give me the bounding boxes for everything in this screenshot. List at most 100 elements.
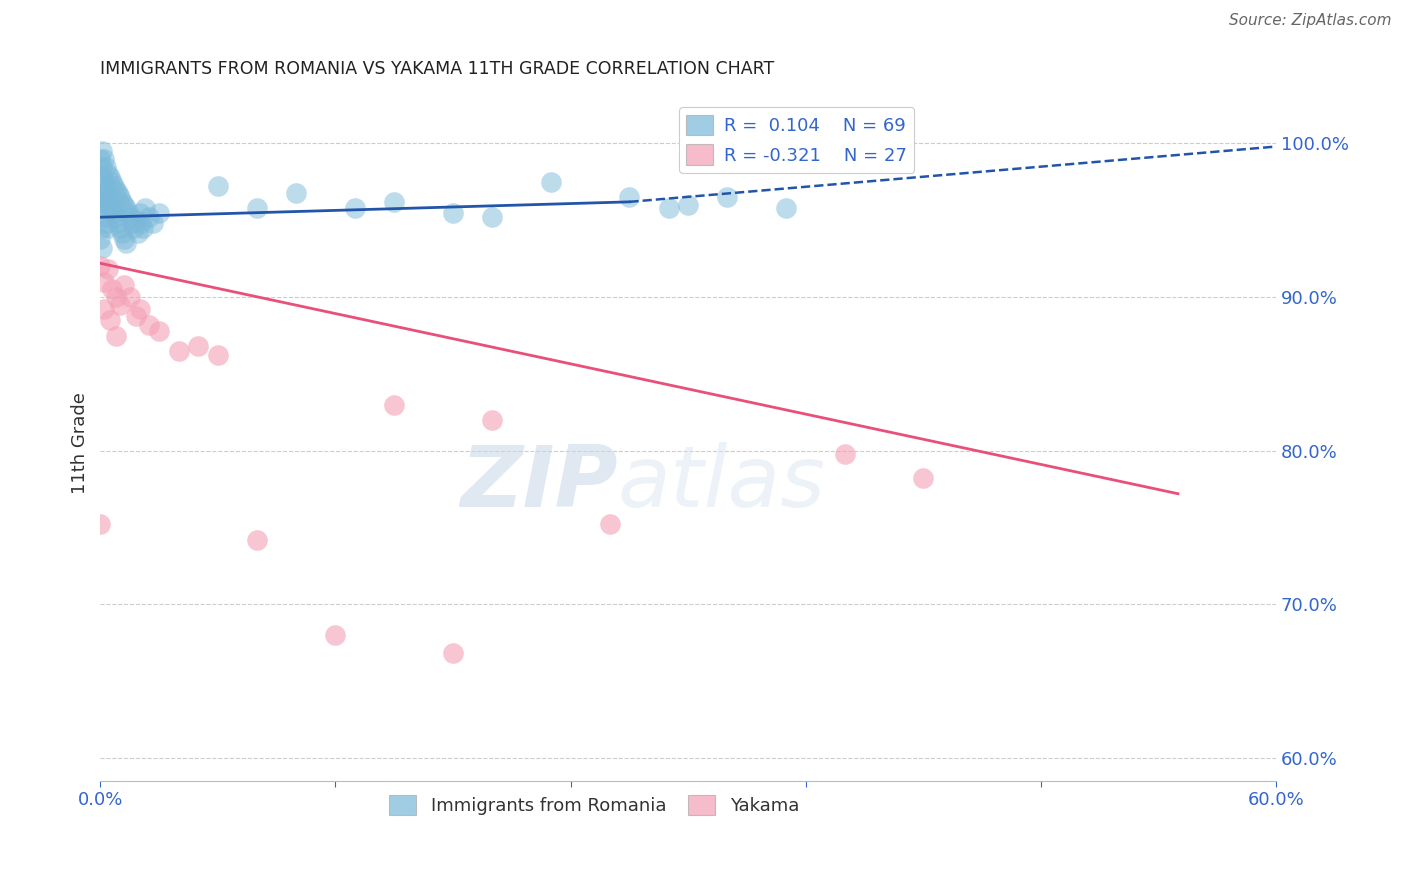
Point xyxy=(246,533,269,547)
Point xyxy=(108,221,131,235)
Point xyxy=(91,144,114,158)
Point xyxy=(108,190,131,204)
Point xyxy=(103,205,125,219)
Point xyxy=(98,198,121,212)
Legend: Immigrants from Romania, Yakama: Immigrants from Romania, Yakama xyxy=(382,788,806,822)
Point xyxy=(128,302,150,317)
Point xyxy=(619,190,641,204)
Point xyxy=(187,339,209,353)
Point xyxy=(285,186,308,200)
Point xyxy=(91,194,114,209)
Point xyxy=(132,221,155,235)
Point xyxy=(676,198,699,212)
Point xyxy=(124,213,146,227)
Text: ZIP: ZIP xyxy=(460,442,617,525)
Point xyxy=(117,205,139,219)
Point xyxy=(107,186,129,200)
Point xyxy=(105,211,128,225)
Point xyxy=(97,190,120,204)
Point xyxy=(93,275,115,289)
Point xyxy=(114,201,136,215)
Point xyxy=(134,201,156,215)
Point xyxy=(96,194,118,209)
Point xyxy=(93,302,115,317)
Point xyxy=(98,201,121,215)
Point xyxy=(89,201,111,215)
Point xyxy=(325,628,347,642)
Point xyxy=(441,647,464,661)
Point xyxy=(93,152,115,166)
Point xyxy=(207,179,229,194)
Point xyxy=(127,226,149,240)
Point xyxy=(128,205,150,219)
Point xyxy=(111,194,134,209)
Point xyxy=(103,179,125,194)
Point xyxy=(599,517,621,532)
Point xyxy=(91,241,114,255)
Y-axis label: 11th Grade: 11th Grade xyxy=(72,392,89,494)
Point xyxy=(97,262,120,277)
Point xyxy=(97,198,120,212)
Point xyxy=(89,190,111,204)
Point xyxy=(101,201,124,215)
Point xyxy=(912,471,935,485)
Point xyxy=(138,318,160,332)
Point xyxy=(382,398,405,412)
Point xyxy=(98,313,121,327)
Point xyxy=(131,216,153,230)
Point xyxy=(105,328,128,343)
Point xyxy=(96,183,118,197)
Point xyxy=(93,211,115,225)
Point xyxy=(101,175,124,189)
Point xyxy=(97,167,120,181)
Point xyxy=(89,260,111,274)
Point xyxy=(118,211,141,225)
Text: IMMIGRANTS FROM ROMANIA VS YAKAMA 11TH GRADE CORRELATION CHART: IMMIGRANTS FROM ROMANIA VS YAKAMA 11TH G… xyxy=(100,60,775,78)
Point xyxy=(540,175,562,189)
Point xyxy=(834,447,856,461)
Point xyxy=(105,290,128,304)
Point xyxy=(89,232,111,246)
Point xyxy=(93,175,115,189)
Point xyxy=(91,160,114,174)
Point xyxy=(96,216,118,230)
Point xyxy=(124,309,146,323)
Point xyxy=(344,201,367,215)
Point xyxy=(138,211,160,225)
Point xyxy=(96,160,118,174)
Point xyxy=(91,186,114,200)
Point xyxy=(148,324,170,338)
Text: atlas: atlas xyxy=(617,442,825,525)
Point xyxy=(108,298,131,312)
Point xyxy=(112,232,135,246)
Point xyxy=(111,226,134,240)
Point xyxy=(481,211,503,225)
Point xyxy=(105,183,128,197)
Point xyxy=(775,201,797,215)
Point xyxy=(382,194,405,209)
Point xyxy=(207,349,229,363)
Point xyxy=(112,198,135,212)
Point xyxy=(118,290,141,304)
Point xyxy=(91,221,114,235)
Point xyxy=(148,205,170,219)
Text: Source: ZipAtlas.com: Source: ZipAtlas.com xyxy=(1229,13,1392,29)
Point xyxy=(98,170,121,185)
Point xyxy=(481,413,503,427)
Point xyxy=(716,190,738,204)
Point xyxy=(114,236,136,251)
Point xyxy=(89,179,111,194)
Point xyxy=(91,170,114,185)
Point xyxy=(93,201,115,215)
Point xyxy=(89,152,111,166)
Point xyxy=(97,221,120,235)
Point xyxy=(101,282,124,296)
Point xyxy=(107,216,129,230)
Point xyxy=(122,221,145,235)
Point xyxy=(89,517,111,532)
Point xyxy=(112,277,135,292)
Point xyxy=(246,201,269,215)
Point xyxy=(441,205,464,219)
Point xyxy=(121,216,143,230)
Point xyxy=(658,201,681,215)
